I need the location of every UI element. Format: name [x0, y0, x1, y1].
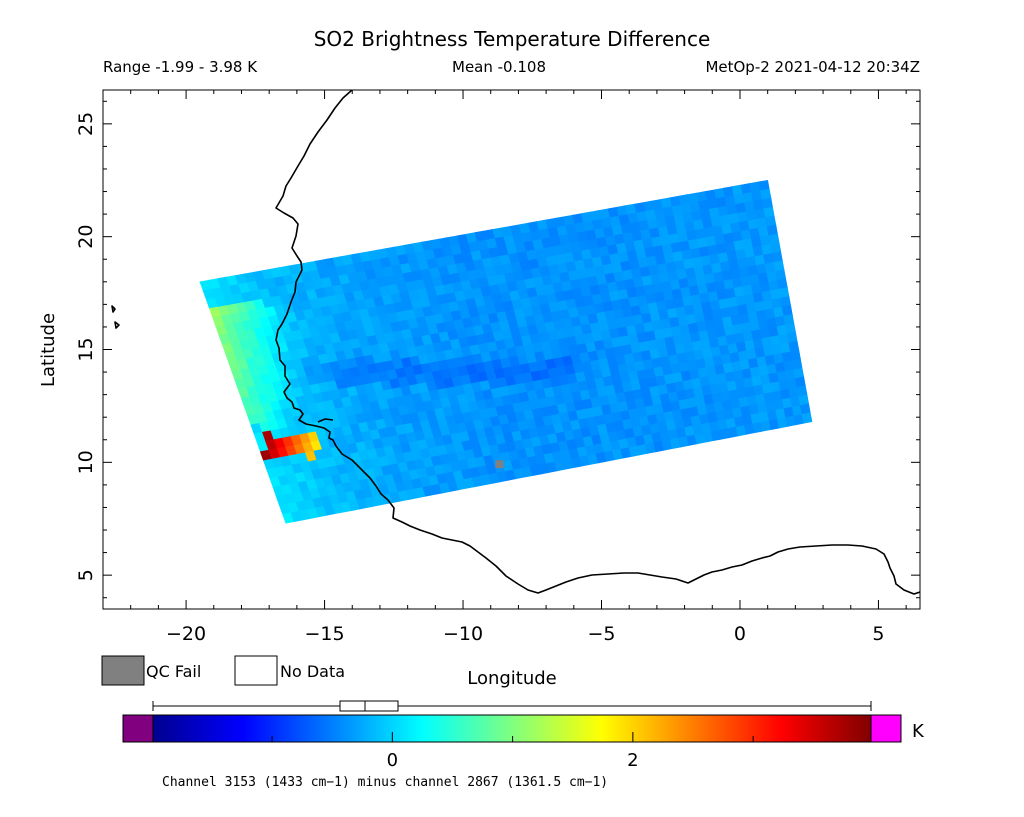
chart-title: SO2 Brightness Temperature Difference [314, 27, 711, 51]
y-tick-label: 15 [75, 337, 97, 361]
x-tick-label: 5 [872, 623, 884, 645]
colorbar-tick-label: 0 [387, 750, 398, 771]
island-cape-verde [111, 305, 116, 313]
x-tick-label: −15 [305, 623, 345, 645]
y-tick-label: 20 [75, 225, 97, 249]
coastline-bissagos [317, 418, 334, 423]
swath-heatmap [199, 179, 813, 524]
colorbar-unit: K [912, 721, 925, 742]
legend-label-no-data: No Data [280, 662, 345, 681]
x-tick-label: 0 [734, 623, 746, 645]
swath-cell [780, 296, 792, 308]
swath-cell [801, 412, 813, 424]
colorbar-above-range [870, 714, 902, 743]
x-tick-label: −5 [588, 623, 616, 645]
mean-info: Mean -0.108 [452, 58, 546, 76]
x-tick-label: −20 [166, 623, 206, 645]
y-tick-label: 10 [75, 450, 97, 474]
y-axis: 5 10 15 20 25 [75, 100, 920, 599]
colorbar-below-range [122, 714, 154, 743]
satellite-time-info: MetOp-2 2021-04-12 20:34Z [705, 58, 920, 76]
coastline-west-africa [275, 90, 920, 595]
legend-swatch-qc-fail [101, 655, 145, 686]
x-axis: −20 −15 −10 −5 0 5 [102, 90, 907, 645]
legend: QC Fail No Data [101, 655, 345, 686]
colorbar-caption: Channel 3153 (1433 cm−1) minus channel 2… [162, 775, 608, 790]
y-tick-label: 25 [75, 112, 97, 136]
legend-label-qc-fail: QC Fail [146, 662, 201, 681]
swath-cell [791, 358, 803, 370]
x-tick-label: −10 [443, 623, 483, 645]
colorbar-tick-label: 2 [627, 750, 638, 771]
qc-fail-cell [495, 460, 504, 469]
y-axis-label: Latitude [38, 313, 59, 387]
x-axis-label: Longitude [467, 668, 557, 689]
swath-cell [768, 233, 780, 245]
island-cape-verde-2 [114, 321, 120, 329]
colorbar-mean-box [339, 700, 399, 712]
colorbar-gradient [152, 714, 872, 743]
coastline [111, 90, 920, 595]
y-tick-label: 5 [75, 569, 97, 581]
legend-swatch-no-data [234, 655, 278, 686]
range-info: Range -1.99 - 3.98 K [103, 58, 258, 76]
